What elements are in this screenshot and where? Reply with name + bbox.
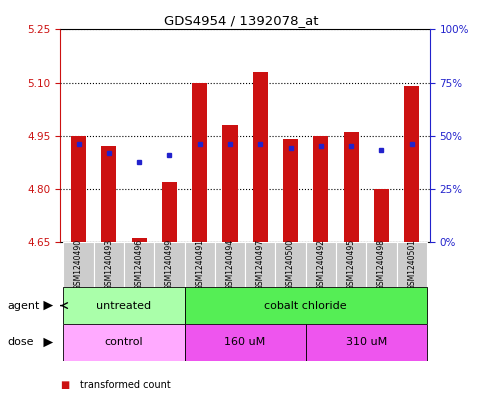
Text: GSM1240493: GSM1240493 <box>104 239 114 290</box>
Text: GSM1240500: GSM1240500 <box>286 239 295 290</box>
Bar <box>366 242 397 287</box>
Bar <box>63 242 94 287</box>
Bar <box>185 242 215 287</box>
Bar <box>154 242 185 287</box>
Bar <box>404 86 419 242</box>
Bar <box>245 242 275 287</box>
Bar <box>313 136 328 242</box>
Text: GSM1240501: GSM1240501 <box>407 239 416 290</box>
Text: agent: agent <box>7 301 40 310</box>
Bar <box>374 189 389 242</box>
Bar <box>253 72 268 242</box>
Bar <box>215 242 245 287</box>
Bar <box>306 324 427 361</box>
Bar <box>162 182 177 242</box>
Bar <box>185 287 427 324</box>
Bar <box>131 238 147 242</box>
Text: 160 uM: 160 uM <box>225 338 266 347</box>
Bar <box>343 132 359 242</box>
Text: dose: dose <box>7 338 34 347</box>
Text: GSM1240498: GSM1240498 <box>377 239 386 290</box>
Text: GSM1240494: GSM1240494 <box>226 239 234 290</box>
Text: control: control <box>105 338 143 347</box>
Bar <box>63 287 185 324</box>
Bar <box>185 324 306 361</box>
Text: GDS4954 / 1392078_at: GDS4954 / 1392078_at <box>164 14 319 27</box>
Text: GSM1240499: GSM1240499 <box>165 239 174 290</box>
Bar <box>63 324 185 361</box>
Bar <box>397 242 427 287</box>
Text: 310 uM: 310 uM <box>346 338 387 347</box>
Bar <box>336 242 366 287</box>
Text: cobalt chloride: cobalt chloride <box>264 301 347 310</box>
Text: transformed count: transformed count <box>80 380 170 390</box>
Text: GSM1240491: GSM1240491 <box>195 239 204 290</box>
Text: GSM1240490: GSM1240490 <box>74 239 83 290</box>
Bar <box>192 83 207 242</box>
Text: GSM1240495: GSM1240495 <box>347 239 355 290</box>
Bar <box>275 242 306 287</box>
Text: GSM1240496: GSM1240496 <box>135 239 143 290</box>
Text: GSM1240492: GSM1240492 <box>316 239 326 290</box>
Text: untreated: untreated <box>97 301 152 310</box>
Bar <box>94 242 124 287</box>
Bar <box>306 242 336 287</box>
Bar <box>101 146 116 242</box>
Bar <box>71 136 86 242</box>
Text: GSM1240497: GSM1240497 <box>256 239 265 290</box>
Bar <box>124 242 154 287</box>
Bar <box>222 125 238 242</box>
Text: ■: ■ <box>60 380 70 390</box>
Bar <box>283 139 298 242</box>
